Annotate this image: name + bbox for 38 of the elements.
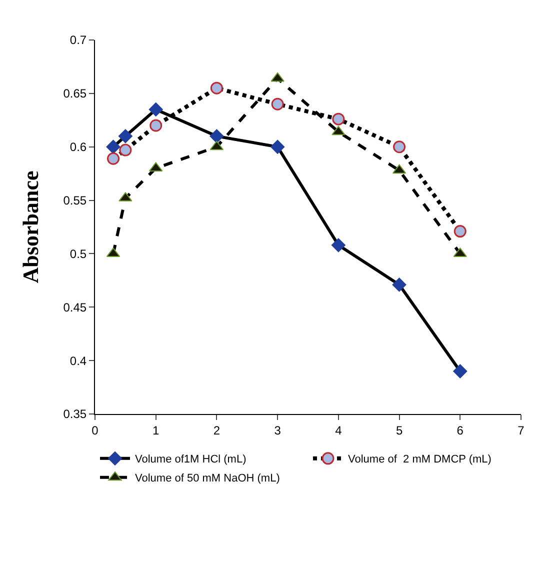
y-tick-label: 0.55: [63, 193, 87, 208]
point: [119, 144, 132, 156]
x-tick-label: 2: [213, 423, 220, 438]
point: [270, 72, 284, 82]
point: [210, 82, 223, 94]
point: [210, 129, 224, 144]
y-tick-label: 0.5: [70, 246, 87, 261]
y-tick-label: 0.4: [70, 354, 87, 368]
x-tick-label: 6: [456, 423, 464, 438]
x-tick-label: 1: [152, 423, 160, 438]
x-tick-label: 7: [518, 423, 525, 438]
x-tick-label: 5: [396, 423, 403, 438]
point: [453, 364, 468, 378]
point: [106, 140, 120, 154]
point: [332, 126, 346, 136]
point: [118, 129, 132, 144]
point: [393, 140, 406, 154]
point: [270, 140, 285, 154]
y-tick-label: 0.45: [63, 300, 87, 314]
x-tick-label: 4: [335, 423, 342, 438]
point: [454, 225, 466, 238]
y-tick-label: 0.7: [70, 33, 87, 48]
point: [392, 278, 406, 292]
x-tick-label: 0: [92, 423, 99, 438]
point: [271, 98, 284, 110]
x-tick-label: 3: [274, 423, 282, 438]
legend-label: Volume of 2 mM DMCP (mL): [348, 454, 492, 466]
legend-label: Volume of 50 mM NaOH (mL): [135, 472, 280, 485]
point: [332, 112, 345, 126]
legend-label: Volume of1M HCl (mL): [135, 454, 246, 466]
point: [150, 119, 162, 132]
y-tick-label: 0.65: [63, 86, 87, 101]
point: [331, 238, 346, 252]
point: [107, 152, 120, 165]
y-tick-label: 0.35: [63, 407, 87, 422]
y-axis-title: Absorbance: [18, 170, 44, 284]
point: [148, 102, 163, 116]
y-tick-label: 0.6: [70, 140, 87, 154]
